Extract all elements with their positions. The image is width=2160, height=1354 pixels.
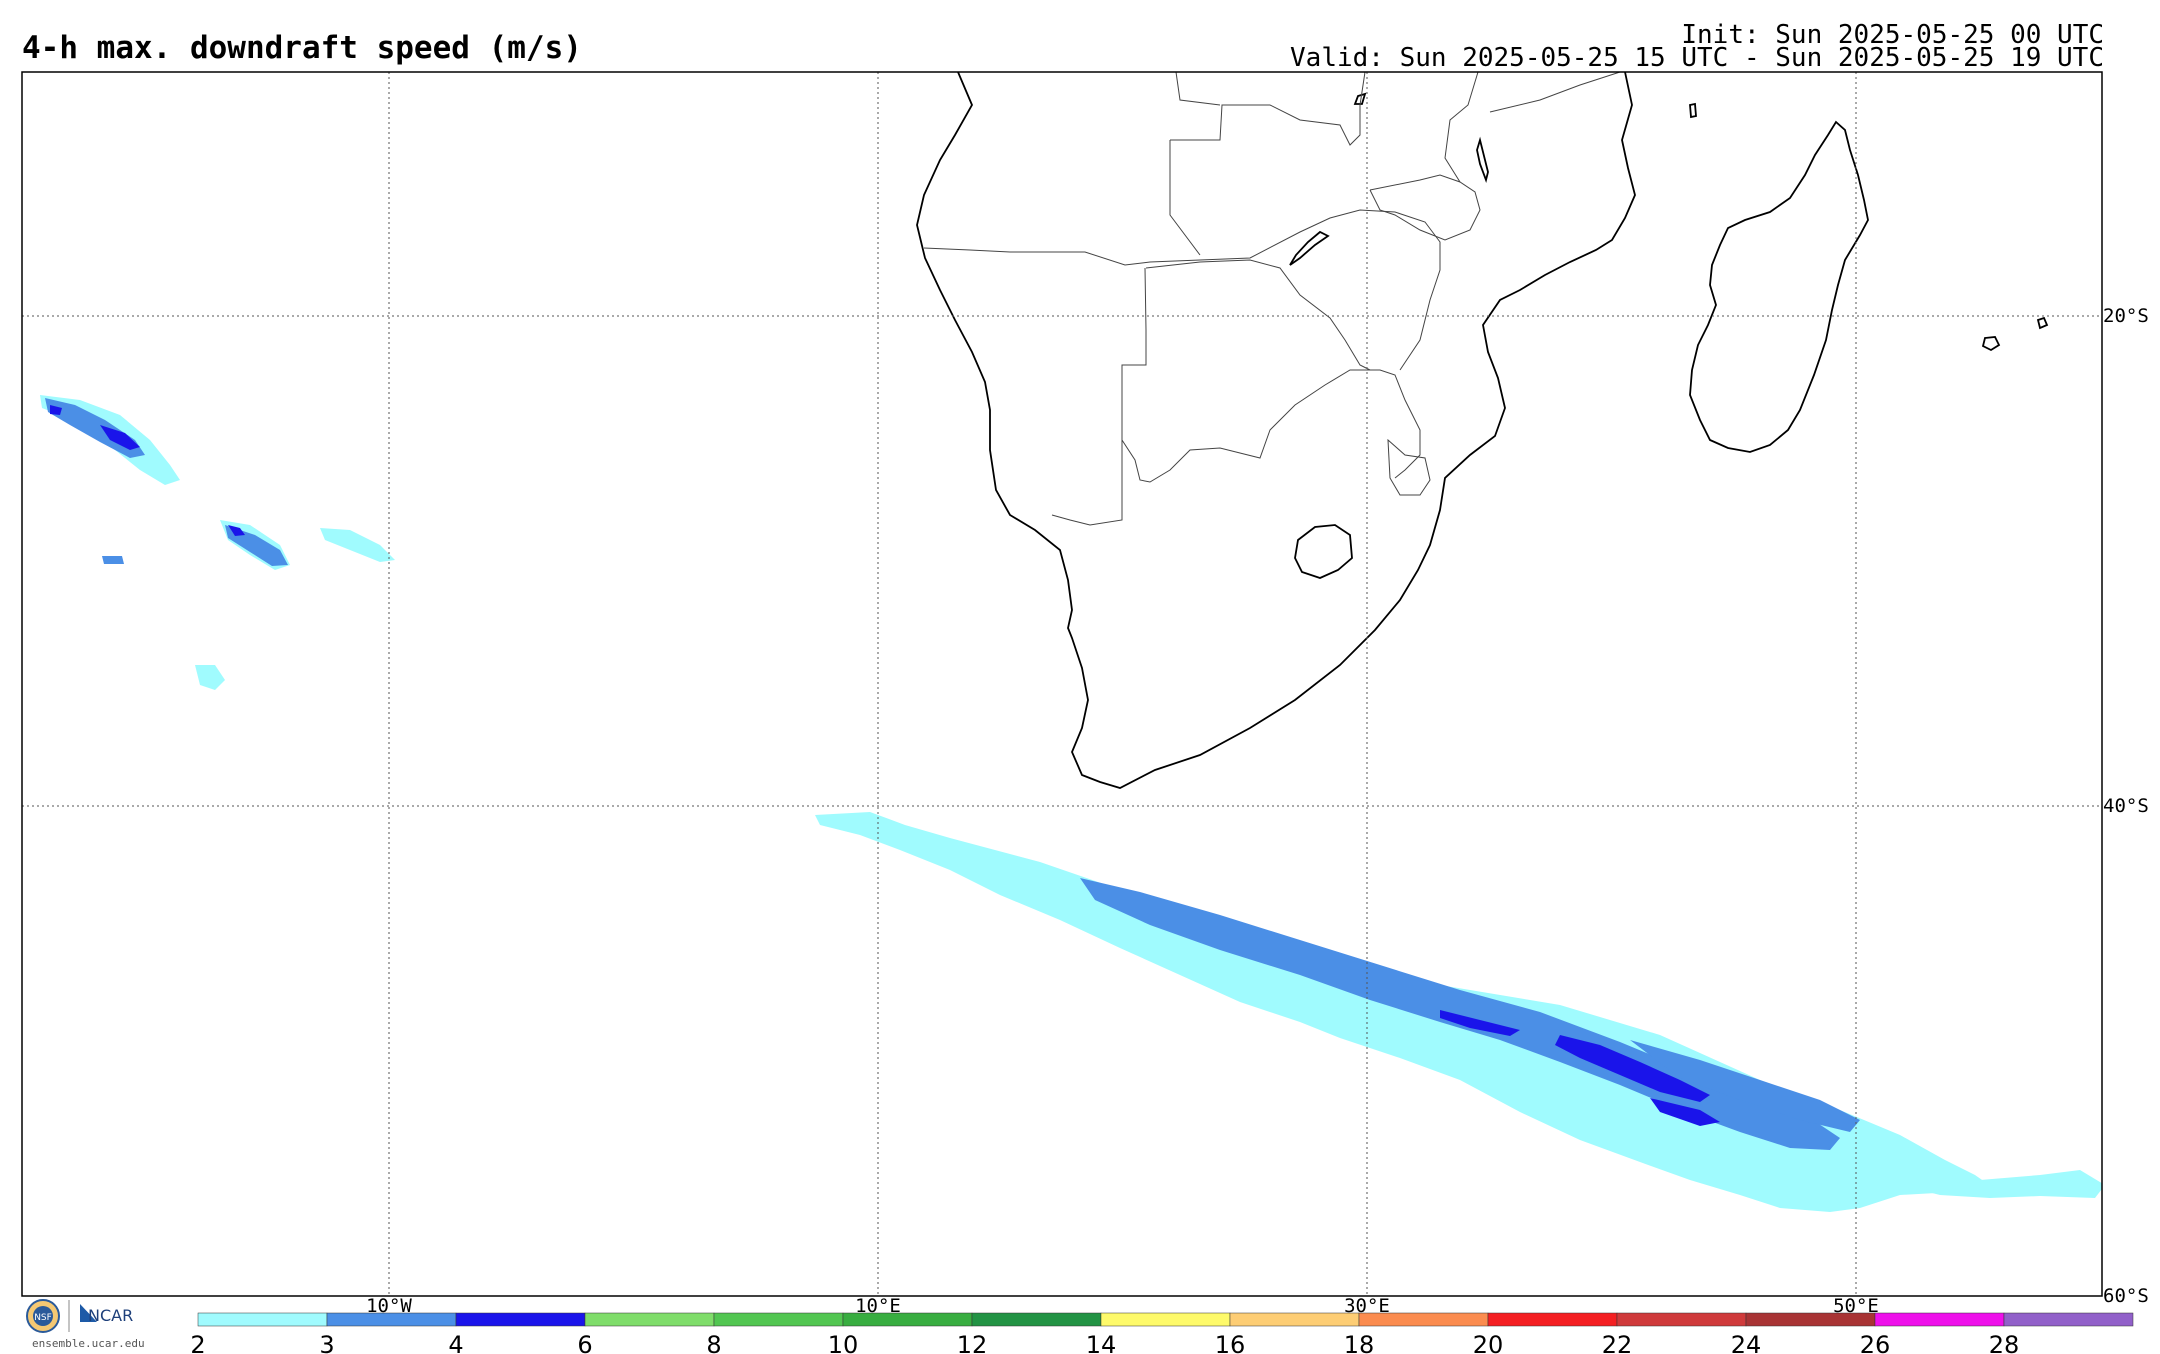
colorbar-swatch xyxy=(197,1312,328,1327)
downdraft-core xyxy=(1555,1035,1710,1102)
colorbar-tick-label: 22 xyxy=(1602,1331,1633,1354)
colorbar-swatch xyxy=(1745,1312,1876,1327)
country-borders xyxy=(923,72,1621,526)
colorbar-tick-label: 12 xyxy=(957,1331,988,1354)
lon-label-10w: 10°W xyxy=(366,1295,412,1317)
site-url: ensemble.ucar.edu xyxy=(32,1337,145,1350)
colorbar-tick-label: 2 xyxy=(190,1331,205,1354)
comoros-island xyxy=(1689,102,1697,119)
mauritius-island xyxy=(1981,336,2001,352)
colorbar-swatch xyxy=(1100,1312,1231,1327)
ncar-text: NCAR xyxy=(88,1306,133,1325)
colorbar-tick-label: 14 xyxy=(1086,1331,1117,1354)
africa-coastline xyxy=(916,72,1636,789)
colorbar-swatch xyxy=(2003,1312,2134,1327)
map-frame xyxy=(21,71,2103,1297)
colorbar-swatch xyxy=(713,1312,844,1327)
lat-label-20s: 20°S xyxy=(2103,305,2149,327)
lat-label-60s: 60°S xyxy=(2103,1285,2149,1307)
lon-label-30e: 30°E xyxy=(1344,1295,1390,1317)
colorbar-tick-label: 8 xyxy=(706,1331,721,1354)
colorbar-tick-label: 26 xyxy=(1860,1331,1891,1354)
colorbar-swatch xyxy=(326,1312,457,1327)
downdraft-core2 xyxy=(1440,1010,1520,1036)
colorbar-swatch xyxy=(842,1312,973,1327)
init-time: Init: Sun 2025-05-25 00 UTC xyxy=(1681,20,2104,50)
lat-labels: 20°S 40°S 60°S xyxy=(2103,305,2149,1307)
colorbar-tick-label: 4 xyxy=(448,1331,463,1354)
svg-text:NSF: NSF xyxy=(34,1313,52,1323)
map-title: 4-h max. downdraft speed (m/s) xyxy=(22,30,582,66)
nw-patch-light-4 xyxy=(195,665,225,690)
graticule xyxy=(22,72,2102,1296)
lat-label-40s: 40°S xyxy=(2103,795,2149,817)
downdraft-tail-light xyxy=(1880,1165,2102,1198)
lon-labels: 10°W 10°E 30°E 50°E xyxy=(366,1295,1879,1317)
nw-patch-mid-3 xyxy=(102,556,124,564)
downdraft-band-light xyxy=(815,812,1990,1212)
colorbar-swatch xyxy=(455,1312,586,1327)
lake-mweru xyxy=(1353,92,1367,105)
downdraft-shading xyxy=(40,395,2102,1212)
nsf-logo-icon: NSF NCAR xyxy=(26,1299,133,1333)
coastlines xyxy=(916,72,2049,789)
reunion-island xyxy=(2036,316,2049,330)
ncar-logo-icon xyxy=(80,1304,97,1322)
colorbar-tick-label: 24 xyxy=(1731,1331,1762,1354)
lon-label-50e: 50°E xyxy=(1833,1295,1879,1317)
lake-malawi xyxy=(1476,136,1489,184)
downdraft-band-mid2 xyxy=(1630,1040,1860,1132)
colorbar-tick-label: 20 xyxy=(1473,1331,1504,1354)
downdraft-core3 xyxy=(1650,1098,1720,1126)
colorbar-tick-label: 18 xyxy=(1344,1331,1375,1354)
colorbar-swatch xyxy=(1616,1312,1747,1327)
colorbar-tick-label: 10 xyxy=(828,1331,859,1354)
colorbar-swatch xyxy=(1487,1312,1618,1327)
lesotho-outline xyxy=(1294,524,1353,579)
colorbar-swatch xyxy=(1358,1312,1489,1327)
colorbar-swatch xyxy=(584,1312,715,1327)
nw-patch-core-2 xyxy=(228,525,245,536)
colorbar-swatch xyxy=(1874,1312,2005,1327)
valid-time: Valid: Sun 2025-05-25 15 UTC - Sun 2025-… xyxy=(1290,43,2104,73)
colorbar-tick-label: 16 xyxy=(1215,1331,1246,1354)
colorbar-tick-label: 3 xyxy=(319,1331,334,1354)
downdraft-band-mid xyxy=(1080,878,1840,1150)
logo-block: NSF NCAR xyxy=(22,1296,172,1354)
nw-patch-core-3 xyxy=(50,405,62,415)
nw-patch-light-3 xyxy=(320,528,395,562)
colorbar-tick-label: 6 xyxy=(577,1331,592,1354)
colorbar-tick-label: 28 xyxy=(1989,1331,2020,1354)
colorbar: 2 3 4 6 8 10 12 14 16 18 20 22 24 26 28 xyxy=(190,1312,2134,1354)
nw-patch-core-1 xyxy=(100,425,140,450)
colorbar-swatch xyxy=(1229,1312,1360,1327)
colorbar-swatch xyxy=(971,1312,1102,1327)
lon-label-10e: 10°E xyxy=(855,1295,901,1317)
lake-kariba xyxy=(1289,230,1330,266)
madagascar-coastline xyxy=(1689,120,1869,453)
